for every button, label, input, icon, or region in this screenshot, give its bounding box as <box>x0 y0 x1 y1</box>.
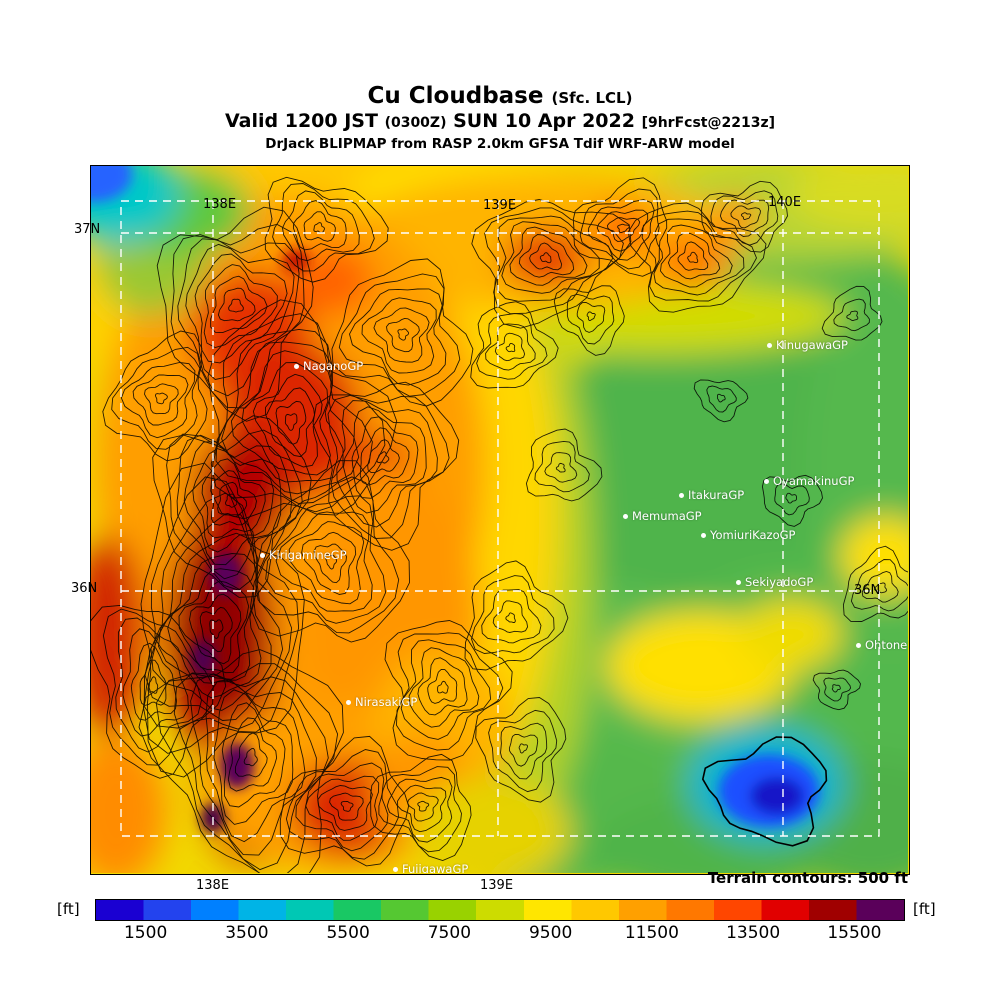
terrain-contours-note: Terrain contours: 500 ft <box>707 869 908 887</box>
colorbar-gradient <box>95 899 905 921</box>
valid-forecast: [9hrFcst@2213z] <box>641 115 775 131</box>
colorbar-tick: 11500 <box>624 923 679 943</box>
colorbar-tick: 15500 <box>827 923 882 943</box>
valid-date: SUN 10 Apr 2022 <box>446 110 642 132</box>
parallel-label-37n-left: 37N <box>74 222 101 237</box>
map-canvas: 138E 139E 140E 36N NaganoGP KinugawaGP Oya… <box>90 165 910 875</box>
meridian-label-139e-bottom: 139E <box>480 878 514 893</box>
title-main: Cu Cloudbase <box>367 83 544 109</box>
colorbar-tick: 1500 <box>123 923 168 943</box>
meridian-label-138e-bottom: 138E <box>196 878 230 893</box>
colorbar-tick: 5500 <box>326 923 370 943</box>
colorbar-unit-right: [ft] <box>913 900 936 918</box>
valid-main: Valid 1200 JST <box>225 110 385 132</box>
title-subtitle: (Sfc. LCL) <box>551 89 633 107</box>
page-title: Cu Cloudbase (Sfc. LCL) <box>0 84 1000 110</box>
colorbar-tick: 7500 <box>427 923 472 943</box>
valid-zulu: (0300Z) <box>384 115 447 131</box>
model-line: DrJack BLIPMAP from RASP 2.0km GFSA Tdif… <box>265 136 735 152</box>
valid-time-line: Valid 1200 JST (0300Z) SUN 10 Apr 2022 [… <box>0 111 1000 134</box>
parallel-label-36n-left: 36N <box>71 581 98 596</box>
cloudbase-map-image <box>91 166 908 873</box>
map-header: Cu Cloudbase (Sfc. LCL) Valid 1200 JST (… <box>0 84 1000 152</box>
colorbar-tick: 3500 <box>225 923 269 943</box>
colorbar-unit-left: [ft] <box>57 900 80 918</box>
colorbar-tick: 9500 <box>528 923 573 943</box>
colorbar-ticks: 1500 3500 5500 7500 9500 11500 13500 155… <box>95 923 905 943</box>
colorbar-tick: 13500 <box>726 923 781 943</box>
